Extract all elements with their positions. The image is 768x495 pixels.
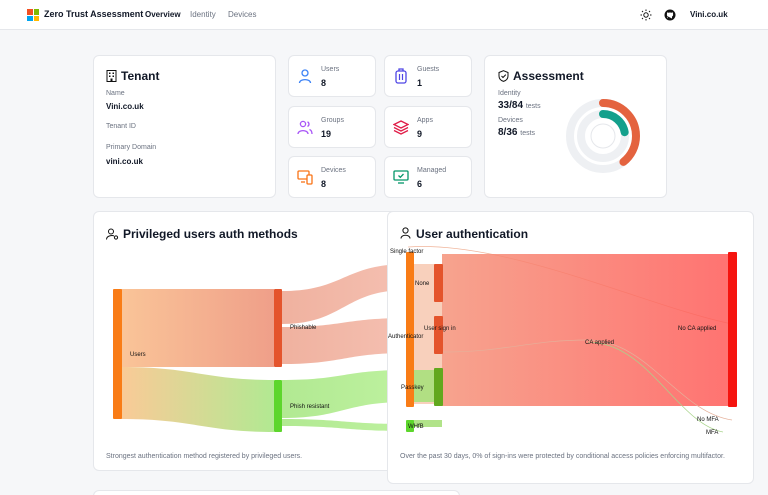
sankey-node-whfb (406, 420, 414, 432)
sankey-link-users-phishresistant (121, 367, 274, 432)
monitor-smartphone-icon (297, 170, 313, 185)
apps-value: 9 (417, 129, 423, 139)
sankey-label-no-ca-applied: No CA applied (678, 326, 716, 332)
shield-check-icon (498, 70, 509, 82)
sankey-link-ca-applied (441, 339, 733, 421)
users-stat-card[interactable]: Users 8 (288, 55, 376, 97)
tenant-id-label: Tenant ID (106, 123, 136, 130)
sankey-label-phishable: Phishable (290, 325, 317, 331)
sankey-link-users-phishable (121, 289, 274, 367)
user-icon (400, 227, 411, 239)
sankey-band-whfb (412, 420, 442, 427)
sankey-label-whfb: WHfB (408, 424, 424, 430)
sankey-node-no-ca-applied (728, 252, 737, 407)
sankey-label-passkey: Passkey (401, 385, 424, 391)
tenant-name-value: Vini.co.uk (106, 102, 144, 111)
sankey-label-authenticator: Authenticator (388, 334, 423, 340)
gauge-arc-devices (577, 110, 629, 162)
authentication-sankey-chart: Single factor None Authenticator Passkey… (388, 246, 737, 436)
app-title: Zero Trust Assessment (44, 9, 144, 19)
devices-stat-card[interactable]: Devices 8 (288, 156, 376, 198)
device-tests-result: 8/36 tests (498, 127, 536, 138)
next-card (93, 490, 460, 495)
assessment-radial-chart (566, 99, 640, 173)
sankey-label-user-sign-in: User sign in (424, 326, 456, 332)
sankey-node-passkey (434, 368, 443, 406)
sankey-node-methods (406, 252, 414, 407)
sankey-label-no-mfa: No MFA (697, 417, 719, 423)
privileged-sankey-chart: Users Phishable Phish resistant (113, 264, 407, 432)
top-nav: Zero Trust Assessment Overview Identity … (0, 0, 768, 30)
assessment-card: Assessment Identity 33/84 tests Devices … (484, 55, 667, 198)
github-icon[interactable] (664, 9, 676, 21)
sankey-node-user-sign-in (434, 316, 443, 354)
user-authentication-caption: Over the past 30 days, 0% of sign-ins we… (400, 453, 725, 460)
devices-value: 8 (321, 179, 327, 189)
user-cog-icon (106, 228, 119, 240)
gauge-inner-guide (590, 123, 616, 149)
user-authentication-title: User authentication (416, 227, 529, 241)
sankey-link-phishable-authenticator (282, 318, 407, 364)
luggage-icon (395, 68, 407, 84)
microsoft-logo-icon (27, 9, 39, 21)
users-group-icon (297, 120, 313, 135)
users-value: 8 (321, 78, 327, 88)
guests-label: Guests (417, 66, 440, 73)
privileged-auth-caption: Strongest authentication method register… (106, 453, 303, 460)
sankey-label-single-factor: Single factor (390, 249, 423, 255)
sankey-label-ca-applied: CA applied (585, 340, 614, 346)
layers-icon (393, 120, 409, 135)
guests-value: 1 (417, 78, 423, 88)
managed-stat-card[interactable]: Managed 6 (384, 156, 472, 198)
sankey-link-phishresistant-whfb (282, 419, 407, 431)
user-account[interactable]: Vini.co.uk (690, 10, 728, 19)
sankey-label-phish-resistant: Phish resistant (290, 404, 330, 410)
device-tests-label: Devices (498, 117, 523, 124)
sankey-label-mfa: MFA (706, 430, 718, 436)
sankey-link-signin-no-ca (442, 254, 732, 406)
groups-stat-card[interactable]: Groups 19 (288, 106, 376, 148)
sun-icon[interactable] (640, 9, 652, 21)
sankey-link-phishable-upper (282, 264, 407, 324)
primary-domain-label: Primary Domain (106, 144, 157, 151)
privileged-auth-title: Privileged users auth methods (123, 227, 298, 241)
groups-value: 19 (321, 129, 332, 139)
devices-label: Devices (321, 167, 346, 174)
apps-label: Apps (417, 117, 433, 124)
tenant-name-label: Name (106, 90, 125, 97)
assessment-title: Assessment (513, 69, 584, 83)
guests-stat-card[interactable]: Guests 1 (384, 55, 472, 97)
sankey-node-phishable (274, 289, 282, 367)
managed-label: Managed (417, 167, 447, 174)
primary-domain-value: vini.co.uk (106, 157, 143, 166)
identity-tests-label: Identity (498, 90, 521, 97)
apps-stat-card[interactable]: Apps 9 (384, 106, 472, 148)
user-icon (298, 69, 312, 84)
sankey-node-none (434, 264, 443, 302)
sankey-label-none: None (415, 281, 430, 287)
monitor-check-icon (393, 170, 409, 184)
sankey-node-phish-resistant (274, 380, 282, 432)
tenant-card: Tenant Name Vini.co.uk Tenant ID Primary… (93, 55, 276, 198)
nav-link-overview[interactable]: Overview (145, 10, 181, 19)
sankey-link-phishresistant-passkey (282, 370, 407, 418)
sankey-node-users (113, 289, 122, 419)
managed-value: 6 (417, 179, 423, 189)
gauge-arc-identity (566, 99, 640, 173)
groups-label: Groups (321, 117, 344, 124)
user-authentication-card: User authentication Single factor None A… (387, 211, 754, 484)
sankey-link-mfa (587, 341, 724, 433)
users-label: Users (321, 66, 340, 73)
nav-link-devices[interactable]: Devices (228, 10, 257, 19)
building-icon (106, 70, 117, 82)
tenant-title: Tenant (121, 69, 160, 83)
sankey-label-users: Users (130, 352, 146, 358)
nav-link-identity[interactable]: Identity (190, 10, 216, 19)
identity-tests-result: 33/84 tests (498, 100, 541, 111)
